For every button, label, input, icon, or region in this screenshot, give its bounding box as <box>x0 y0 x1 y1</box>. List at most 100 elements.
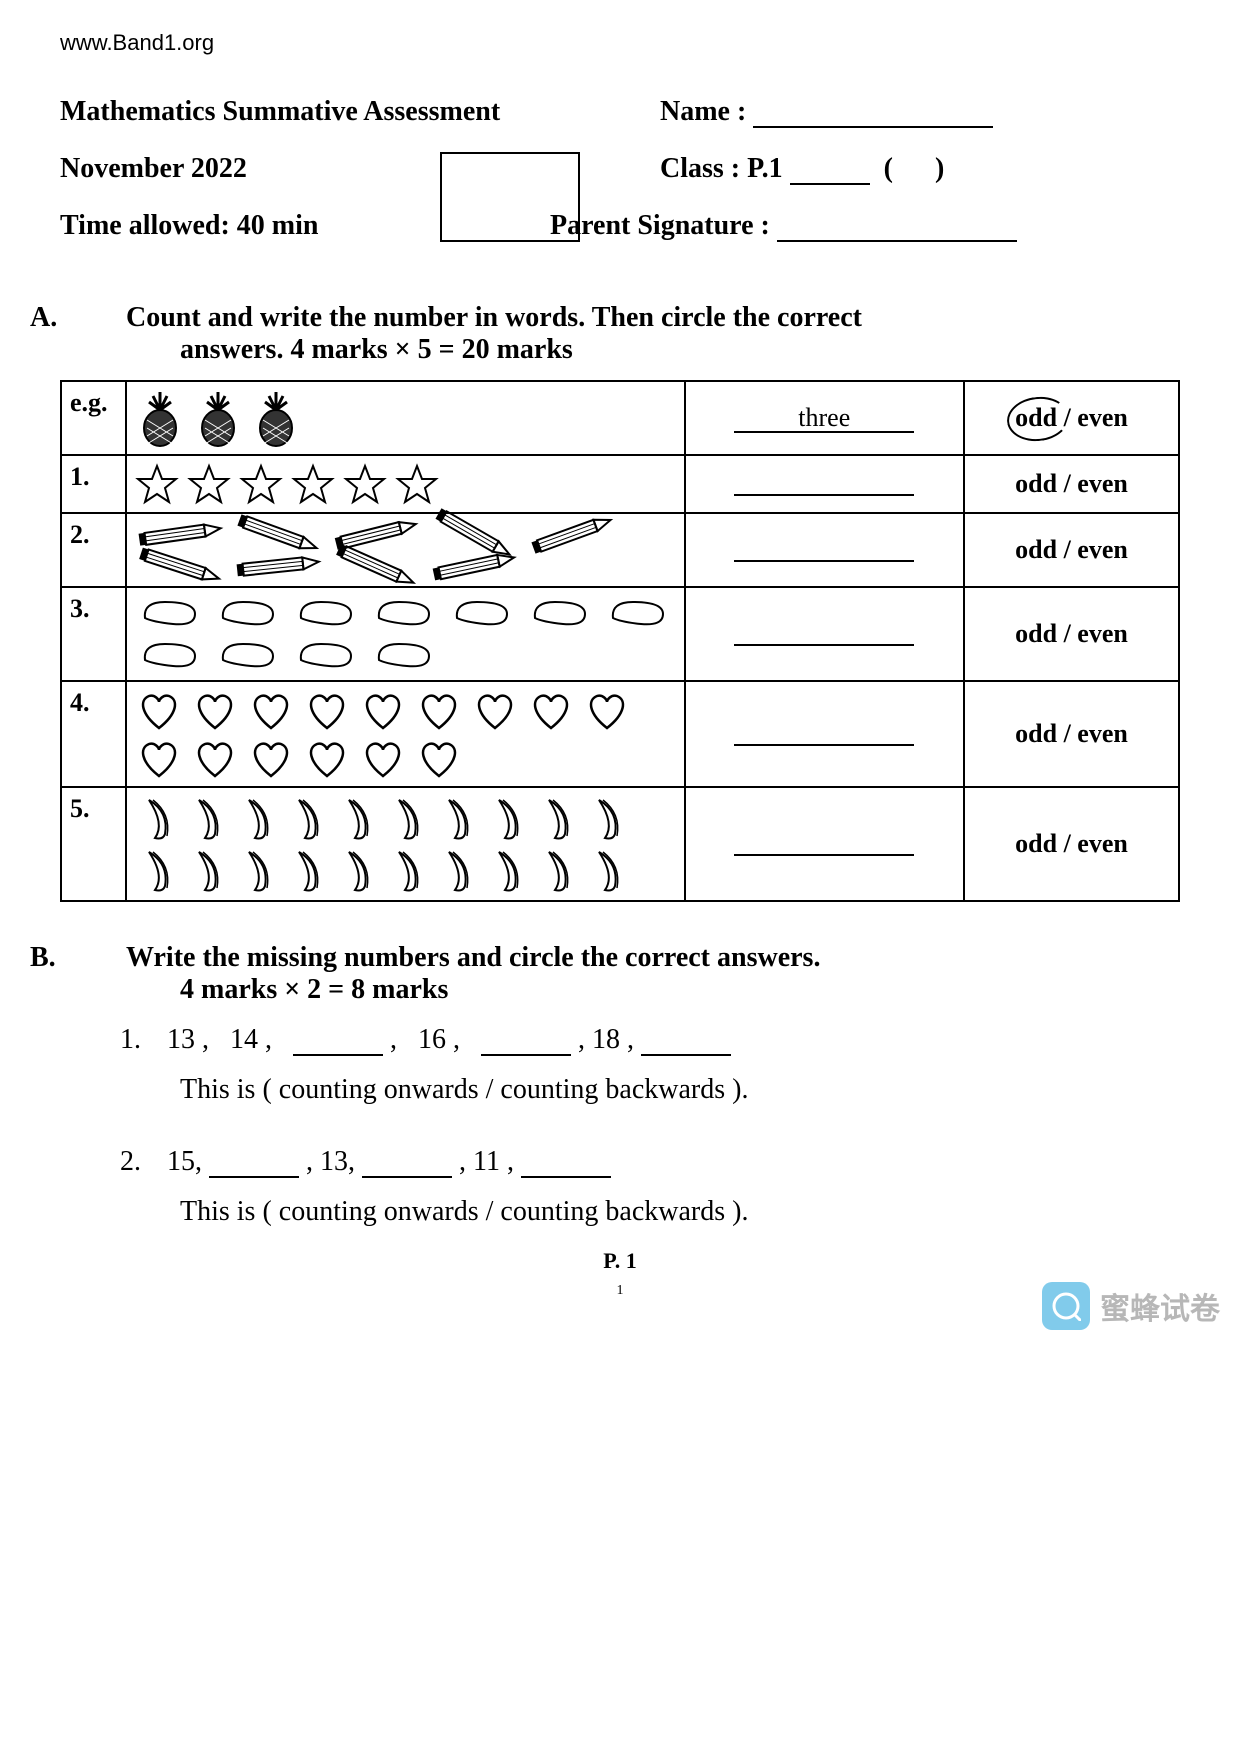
bean-icon <box>525 594 595 632</box>
seq-val: 13 , <box>167 1024 209 1055</box>
heart-icon <box>135 736 183 780</box>
heart-icon <box>191 688 239 732</box>
odd-circled: odd <box>1015 403 1057 433</box>
watermark-icon <box>1042 1282 1090 1330</box>
answer-cell[interactable] <box>685 455 965 513</box>
answer-text-eg: three <box>734 403 914 433</box>
pictures-eg <box>126 381 685 455</box>
class-field: Class : P.1 ( ) <box>600 153 1180 185</box>
table-row: 5. odd / even <box>61 787 1179 901</box>
source-url: www.Band1.org <box>60 30 1180 56</box>
banana-icon <box>185 794 227 842</box>
heart-icon <box>191 736 239 780</box>
answer-cell[interactable] <box>685 787 965 901</box>
banana-icon <box>235 846 277 894</box>
watermark: 蜜蜂试卷 <box>1042 1282 1220 1330</box>
seq-blank[interactable] <box>641 1032 731 1056</box>
page-footer: P. 1 1 <box>60 1248 1180 1300</box>
answer-cell[interactable] <box>685 587 965 681</box>
sub-page-number: 1 <box>617 1283 624 1298</box>
bean-icon <box>213 594 283 632</box>
seq-val: 14 , <box>230 1024 272 1055</box>
answer-cell[interactable] <box>685 513 965 587</box>
question-1: 1. 13 , 14 , , 16 , , 18 , <box>120 1024 1180 1056</box>
banana-icon <box>435 846 477 894</box>
banana-icon <box>385 846 427 894</box>
signature-field: Parent Signature : <box>550 210 1180 242</box>
pictures-cell <box>126 681 685 787</box>
banana-icon <box>385 794 427 842</box>
odd-even-eg: odd / even <box>964 381 1179 455</box>
banana-icon <box>485 846 527 894</box>
seq-blank[interactable] <box>293 1032 383 1056</box>
star-icon <box>135 462 179 506</box>
header: Mathematics Summative Assessment Name : … <box>60 96 1180 242</box>
odd-even-cell[interactable]: odd / even <box>964 513 1179 587</box>
seq-val: , 13, <box>306 1146 355 1177</box>
seq-val: 16 , <box>418 1024 460 1055</box>
signature-label: Parent Signature : <box>550 210 770 241</box>
q1-num: 1. <box>120 1024 160 1056</box>
bean-icon <box>291 594 361 632</box>
name-blank[interactable] <box>753 106 993 128</box>
odd-even-cell[interactable]: odd / even <box>964 787 1179 901</box>
q1-statement[interactable]: This is ( counting onwards / counting ba… <box>180 1074 1180 1106</box>
heart-icon <box>359 688 407 732</box>
page-number: P. 1 <box>603 1248 636 1273</box>
table-row: 1. odd / even <box>61 455 1179 513</box>
odd-even-cell[interactable]: odd / even <box>964 587 1179 681</box>
heart-icon <box>415 688 463 732</box>
class-label: Class : P.1 <box>660 153 783 184</box>
section-b-text2: 4 marks × 2 = 8 marks <box>180 974 448 1005</box>
banana-icon <box>285 794 327 842</box>
bean-icon <box>135 636 205 674</box>
table-row: 4. odd / even <box>61 681 1179 787</box>
star-icon <box>239 462 283 506</box>
q2-statement[interactable]: This is ( counting onwards / counting ba… <box>180 1196 1180 1228</box>
section-b-heading: B.Write the missing numbers and circle t… <box>120 942 1180 1006</box>
heart-icon <box>415 736 463 780</box>
answer-cell[interactable] <box>685 681 965 787</box>
name-label: Name : <box>660 96 746 127</box>
banana-icon <box>535 794 577 842</box>
banana-icon <box>235 794 277 842</box>
banana-icon <box>585 794 627 842</box>
star-icon <box>187 462 231 506</box>
section-b-text1: Write the missing numbers and circle the… <box>126 942 820 973</box>
seq-blank[interactable] <box>209 1154 299 1178</box>
paren-open: ( <box>884 153 893 184</box>
section-b-letter: B. <box>80 942 126 974</box>
time-text: Time allowed: 40 min <box>60 210 420 242</box>
seq-val: , 11 , <box>459 1146 514 1177</box>
pictures-cell <box>126 787 685 901</box>
banana-icon <box>135 846 177 894</box>
watermark-text: 蜜蜂试卷 <box>1100 1284 1220 1328</box>
pineapple-icon <box>193 388 243 448</box>
banana-icon <box>335 794 377 842</box>
banana-icon <box>585 846 627 894</box>
heart-icon <box>247 688 295 732</box>
odd-even-cell[interactable]: odd / even <box>964 455 1179 513</box>
seq-blank[interactable] <box>521 1154 611 1178</box>
bean-icon <box>369 594 439 632</box>
star-icon <box>395 462 439 506</box>
seq-val: , 18 , <box>578 1024 634 1055</box>
class-blank[interactable] <box>790 163 870 185</box>
heart-icon <box>303 688 351 732</box>
star-icon <box>343 462 387 506</box>
signature-blank[interactable] <box>777 220 1017 242</box>
banana-icon <box>185 846 227 894</box>
section-a-letter: A. <box>80 302 126 334</box>
table-row-example: e.g. three odd / even <box>61 381 1179 455</box>
answer-word-eg: three <box>685 381 965 455</box>
pictures-cell <box>126 513 685 587</box>
pencil-icon <box>524 505 618 562</box>
seq-blank[interactable] <box>362 1154 452 1178</box>
seq-blank[interactable] <box>481 1032 571 1056</box>
banana-icon <box>485 794 527 842</box>
table-row: 3. odd / even <box>61 587 1179 681</box>
bean-icon <box>447 594 517 632</box>
section-a-text2: answers. 4 marks × 5 = 20 marks <box>180 334 573 365</box>
row-label: 4. <box>61 681 126 787</box>
odd-even-cell[interactable]: odd / even <box>964 681 1179 787</box>
